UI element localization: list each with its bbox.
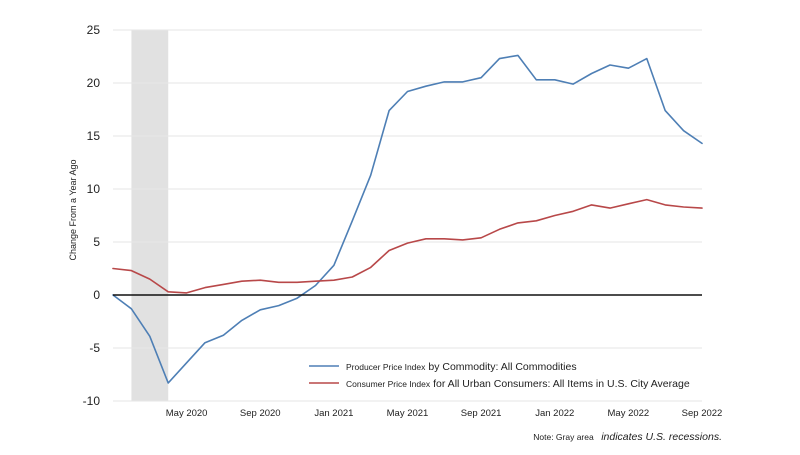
legend-layer: Producer Price Index by Commodity: All Co… bbox=[309, 361, 690, 390]
series-line-1 bbox=[112, 54, 703, 384]
legend-label: Consumer Price Index for All Urban Consum… bbox=[346, 378, 690, 390]
x-tick-label: May 2021 bbox=[387, 408, 429, 419]
y-tick-label: -5 bbox=[89, 341, 100, 355]
note-prefix: Note: Gray area bbox=[533, 432, 594, 442]
y-tick-label: -10 bbox=[83, 394, 101, 408]
axis-layer: -10 -5 0 5 10 15 20 25 May 2020 Sep 2020 Jan 2021 M… bbox=[83, 23, 723, 419]
y-tick-label: 5 bbox=[93, 235, 100, 249]
x-tick-label: Sep 2021 bbox=[461, 408, 502, 419]
series-layer bbox=[112, 54, 703, 384]
y-tick-label: 15 bbox=[87, 129, 101, 143]
x-tick-label: Sep 2022 bbox=[682, 408, 723, 419]
recession-note: Note: Gray area indicates U.S. recession… bbox=[533, 427, 722, 444]
y-axis-label: Change From a Year Ago bbox=[68, 159, 78, 260]
grid-layer bbox=[113, 29, 702, 402]
recession-shading-layer bbox=[131, 30, 169, 401]
x-tick-label: Sep 2020 bbox=[240, 408, 281, 419]
legend-label: Producer Price Index by Commodity: All Co… bbox=[346, 361, 577, 373]
x-tick-label: May 2022 bbox=[608, 408, 650, 419]
x-tick-label: Jan 2022 bbox=[535, 408, 574, 419]
recession-shading bbox=[131, 30, 169, 401]
x-tick-label: May 2020 bbox=[166, 408, 208, 419]
note-text: indicates U.S. recessions. bbox=[601, 431, 722, 443]
y-tick-label: 25 bbox=[87, 23, 101, 37]
x-tick-label: Jan 2021 bbox=[314, 408, 353, 419]
y-tick-label: 20 bbox=[87, 76, 101, 90]
y-tick-label: 10 bbox=[87, 182, 101, 196]
y-tick-label: 0 bbox=[93, 288, 100, 302]
series-line-2 bbox=[112, 198, 703, 294]
